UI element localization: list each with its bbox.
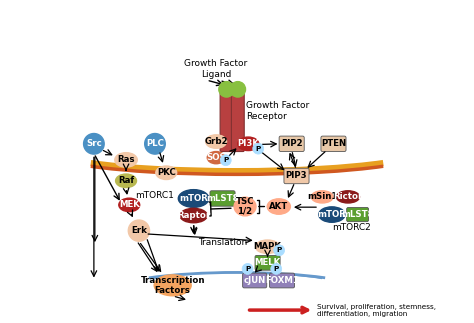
Text: TSC
1/2: TSC 1/2 [236, 197, 254, 216]
Circle shape [253, 143, 264, 154]
Text: Translation: Translation [199, 238, 247, 247]
Text: cJUN: cJUN [244, 276, 266, 285]
Text: MAPK: MAPK [254, 242, 282, 251]
Ellipse shape [119, 198, 140, 212]
Ellipse shape [255, 240, 280, 254]
Text: P: P [223, 157, 228, 163]
Circle shape [271, 264, 282, 274]
Ellipse shape [156, 166, 177, 180]
Text: Survival, proliferation, stemness,
differentiation, migration: Survival, proliferation, stemness, diffe… [318, 304, 437, 317]
Circle shape [128, 220, 149, 241]
Ellipse shape [319, 207, 345, 222]
Text: AKT: AKT [269, 202, 289, 211]
Text: Ras: Ras [117, 155, 135, 164]
Text: P: P [273, 266, 279, 272]
Ellipse shape [311, 191, 333, 203]
Circle shape [242, 264, 253, 274]
Ellipse shape [116, 174, 137, 188]
FancyBboxPatch shape [279, 136, 304, 151]
Text: mTORC2: mTORC2 [332, 223, 371, 232]
Text: Transcription
Factors: Transcription Factors [140, 276, 205, 295]
Ellipse shape [206, 135, 227, 148]
Text: Rictor: Rictor [333, 193, 363, 201]
Text: PI3K: PI3K [237, 139, 259, 148]
Text: PKC: PKC [157, 168, 176, 177]
Text: Erk: Erk [131, 226, 147, 235]
Text: mLST8: mLST8 [206, 194, 239, 203]
Ellipse shape [115, 153, 137, 167]
Ellipse shape [337, 191, 360, 203]
FancyBboxPatch shape [220, 93, 233, 151]
FancyBboxPatch shape [243, 273, 267, 288]
Ellipse shape [238, 137, 259, 151]
Text: FOXM1: FOXM1 [265, 276, 299, 285]
Text: Raf: Raf [118, 176, 134, 185]
Text: mTOR: mTOR [318, 210, 346, 219]
Circle shape [83, 133, 104, 154]
Circle shape [145, 133, 165, 154]
FancyBboxPatch shape [346, 207, 369, 222]
Ellipse shape [267, 199, 291, 214]
FancyBboxPatch shape [231, 93, 244, 151]
FancyBboxPatch shape [321, 136, 346, 151]
Text: Raptor: Raptor [177, 211, 210, 220]
Text: mSin1: mSin1 [307, 193, 337, 201]
Ellipse shape [154, 275, 191, 296]
Ellipse shape [180, 208, 207, 223]
Ellipse shape [234, 197, 256, 216]
Text: mLST8: mLST8 [341, 210, 374, 219]
Ellipse shape [178, 190, 209, 207]
Text: PIP3: PIP3 [286, 172, 307, 181]
Text: MEK: MEK [119, 200, 140, 209]
Circle shape [219, 82, 234, 97]
FancyBboxPatch shape [270, 273, 294, 288]
Text: P: P [276, 247, 282, 253]
Circle shape [230, 82, 246, 97]
Text: PTEN: PTEN [321, 139, 346, 148]
Ellipse shape [207, 151, 225, 164]
FancyBboxPatch shape [210, 191, 235, 206]
Text: SOS: SOS [206, 153, 226, 162]
Text: PLC: PLC [146, 139, 164, 148]
FancyBboxPatch shape [284, 168, 309, 184]
Circle shape [273, 245, 284, 256]
Text: P: P [255, 146, 261, 151]
Text: MELK: MELK [255, 258, 281, 267]
FancyBboxPatch shape [255, 255, 280, 270]
Text: Growth Factor
Ligand: Growth Factor Ligand [184, 59, 248, 78]
Text: Growth Factor
Receptor: Growth Factor Receptor [246, 101, 310, 120]
Text: Grb2: Grb2 [204, 137, 228, 146]
Text: mTOR: mTOR [179, 194, 208, 203]
Text: PIP2: PIP2 [281, 139, 302, 148]
Text: P: P [245, 266, 250, 272]
Text: Src: Src [86, 139, 102, 148]
Circle shape [220, 155, 231, 166]
Text: mTORC1: mTORC1 [136, 191, 174, 200]
